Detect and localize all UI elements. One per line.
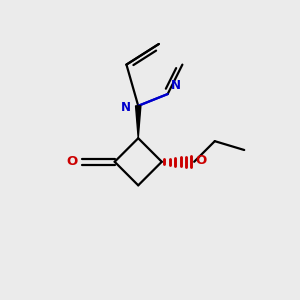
Text: N: N	[121, 101, 131, 114]
Text: O: O	[67, 155, 78, 168]
Text: O: O	[196, 154, 207, 167]
Polygon shape	[136, 106, 141, 138]
Text: N: N	[171, 79, 181, 92]
